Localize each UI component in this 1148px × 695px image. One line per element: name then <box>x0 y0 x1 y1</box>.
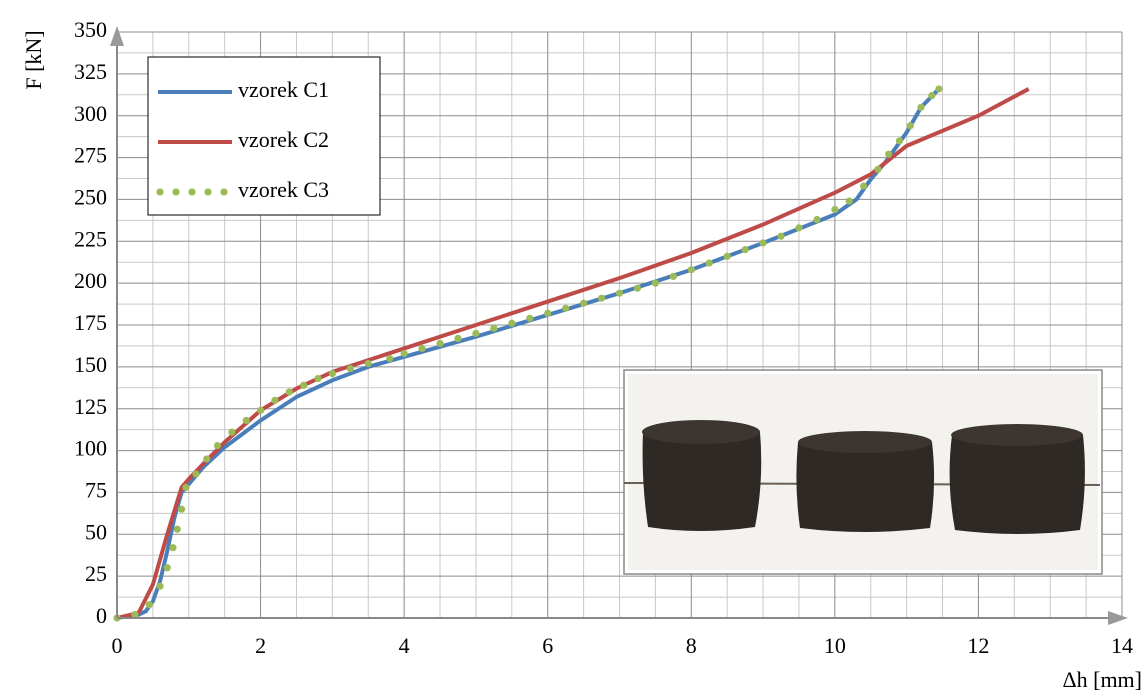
legend-swatch <box>220 188 228 196</box>
data-point <box>813 215 821 224</box>
x-axis-label: Δh [mm] <box>1062 667 1142 692</box>
legend-label: vzorek C3 <box>238 177 329 202</box>
data-point <box>935 85 943 93</box>
data-point <box>508 319 516 327</box>
y-tick-label: 125 <box>74 394 107 419</box>
data-point <box>178 505 186 513</box>
legend-box <box>147 56 381 216</box>
y-tick-label: 150 <box>74 352 107 377</box>
data-point <box>328 369 336 378</box>
data-point <box>156 582 164 590</box>
legend-swatch <box>172 188 180 196</box>
y-tick-label: 0 <box>96 603 107 628</box>
data-point <box>928 92 936 100</box>
data-point <box>228 428 236 436</box>
data-point <box>526 314 534 322</box>
data-point <box>472 329 480 337</box>
data-point <box>163 564 171 572</box>
y-tick-label: 250 <box>74 184 107 209</box>
legend-swatch <box>156 188 164 196</box>
x-tick-label: 14 <box>1111 633 1133 658</box>
data-point <box>885 150 893 158</box>
data-point <box>580 299 588 307</box>
data-point <box>300 381 308 389</box>
data-point <box>597 294 606 302</box>
x-tick-label: 0 <box>112 633 123 658</box>
data-point <box>418 344 426 353</box>
data-point <box>845 197 853 205</box>
y-tick-label: 325 <box>74 59 107 84</box>
data-point <box>213 441 222 450</box>
data-point <box>364 359 372 368</box>
data-point <box>145 601 153 609</box>
data-point <box>173 525 181 533</box>
data-point <box>400 349 408 358</box>
data-point <box>917 103 925 111</box>
legend-swatch <box>204 188 212 196</box>
data-point <box>242 416 250 425</box>
data-point <box>203 455 211 463</box>
data-point <box>192 470 200 478</box>
legend-label: vzorek C1 <box>238 77 329 102</box>
data-point <box>759 239 767 247</box>
data-point <box>131 611 139 619</box>
data-point <box>285 388 293 396</box>
data-point <box>723 252 731 260</box>
legend-swatch <box>188 188 196 196</box>
y-tick-label: 75 <box>85 477 107 502</box>
data-point <box>490 324 498 332</box>
data-point <box>182 483 190 492</box>
data-point <box>705 259 713 267</box>
plot-area <box>113 85 1030 622</box>
y-tick-label: 350 <box>74 17 107 42</box>
data-point <box>859 182 868 190</box>
y-axis-label: F [kN] <box>21 30 46 89</box>
data-point <box>169 544 177 552</box>
data-point <box>669 272 677 281</box>
data-point <box>256 406 265 414</box>
y-tick-label: 50 <box>85 519 107 544</box>
y-tick-label: 200 <box>74 268 107 293</box>
data-point <box>906 122 914 130</box>
data-point <box>562 304 570 312</box>
y-axis-arrow <box>110 26 124 46</box>
data-point <box>741 246 749 254</box>
x-tick-label: 8 <box>686 633 697 658</box>
data-point <box>633 284 642 292</box>
inset-photo <box>623 369 1103 575</box>
data-point <box>795 224 803 232</box>
y-tick-label: 225 <box>74 226 107 251</box>
x-tick-label: 4 <box>399 633 410 658</box>
data-point <box>895 137 904 145</box>
data-point <box>271 396 279 404</box>
data-point <box>314 374 322 383</box>
data-point <box>651 279 659 287</box>
legend-label: vzorek C2 <box>238 127 329 152</box>
data-point <box>687 266 695 274</box>
y-tick-label: 25 <box>85 561 107 586</box>
data-point <box>386 354 394 363</box>
data-point <box>831 205 839 214</box>
data-point <box>454 334 462 342</box>
data-point <box>777 232 785 240</box>
data-point <box>615 289 624 297</box>
y-tick-label: 175 <box>74 310 107 335</box>
data-point <box>874 165 882 173</box>
y-tick-label: 275 <box>74 143 107 168</box>
data-point <box>544 309 552 317</box>
data-point <box>436 339 444 348</box>
x-tick-label: 2 <box>255 633 266 658</box>
x-tick-label: 12 <box>967 633 989 658</box>
x-axis-arrow <box>1108 611 1128 625</box>
y-tick-label: 100 <box>74 436 107 461</box>
data-point <box>346 364 354 373</box>
legend: vzorek C1 vzorek C2 vzorek C3 <box>147 56 381 216</box>
x-tick-label: 6 <box>542 633 553 658</box>
y-tick-label: 300 <box>74 101 107 126</box>
x-tick-label: 10 <box>824 633 846 658</box>
